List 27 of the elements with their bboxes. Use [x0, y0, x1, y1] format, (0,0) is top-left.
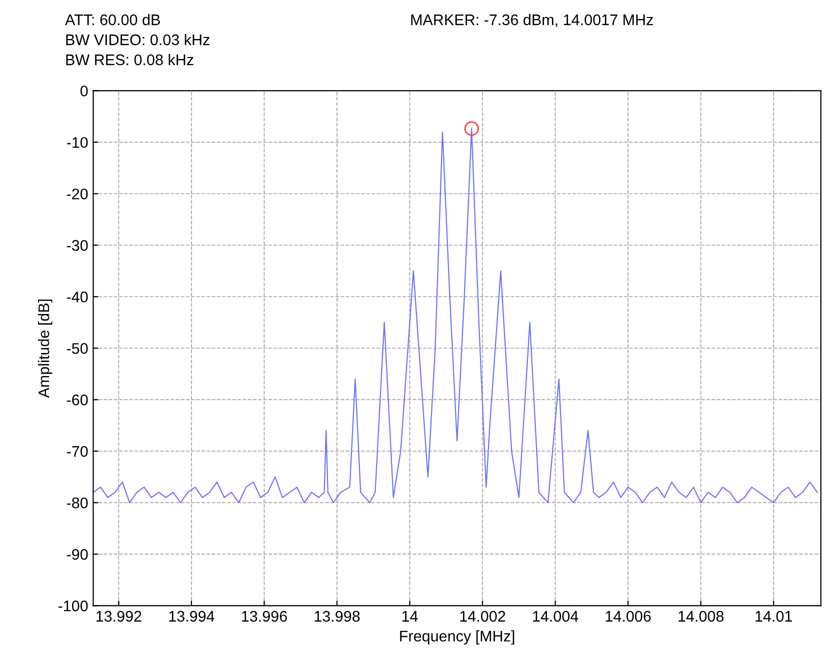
x-tick-label: 13.996 [242, 610, 287, 622]
x-tick-label: 14.004 [533, 610, 578, 622]
x-tick-label: 14.002 [460, 610, 506, 622]
y-tick-label: -100 [58, 600, 88, 612]
x-tick-label: 14.01 [756, 610, 792, 622]
text: ATT: 60.00 dB [65, 14, 160, 26]
y-axis-title: Amplitude [dB] [38, 300, 52, 398]
y-tick-label: -40 [66, 292, 88, 302]
x-tick-label: 14 [402, 611, 418, 622]
y-tick-label: -90 [66, 549, 88, 560]
y-tick-label: -20 [66, 188, 88, 200]
y-tick-label: 0 [80, 86, 88, 96]
x-tick-label: 14.006 [606, 610, 651, 622]
y-tick-label: -10 [66, 137, 88, 148]
x-tick-label: 14.008 [678, 610, 724, 622]
x-axis-title: Frequency [MHz] [400, 630, 514, 645]
x-tick-label: 13.992 [96, 610, 142, 622]
y-tick-label: -30 [66, 240, 88, 251]
text: BW VIDEO: 0.03 kHz [66, 34, 210, 46]
y-tick-label: -50 [66, 343, 88, 354]
y-tick-label: -70 [66, 446, 88, 457]
x-tick-label: 13.998 [314, 610, 360, 622]
y-tick-label: -80 [66, 498, 88, 508]
x-tick-label: 13.994 [169, 610, 214, 622]
y-tick-label: -60 [66, 394, 88, 406]
text: MARKER: -7.36 dBm, 14.0017 MHz [411, 14, 653, 28]
text: BW RES: 0.08 kHz [66, 54, 194, 66]
